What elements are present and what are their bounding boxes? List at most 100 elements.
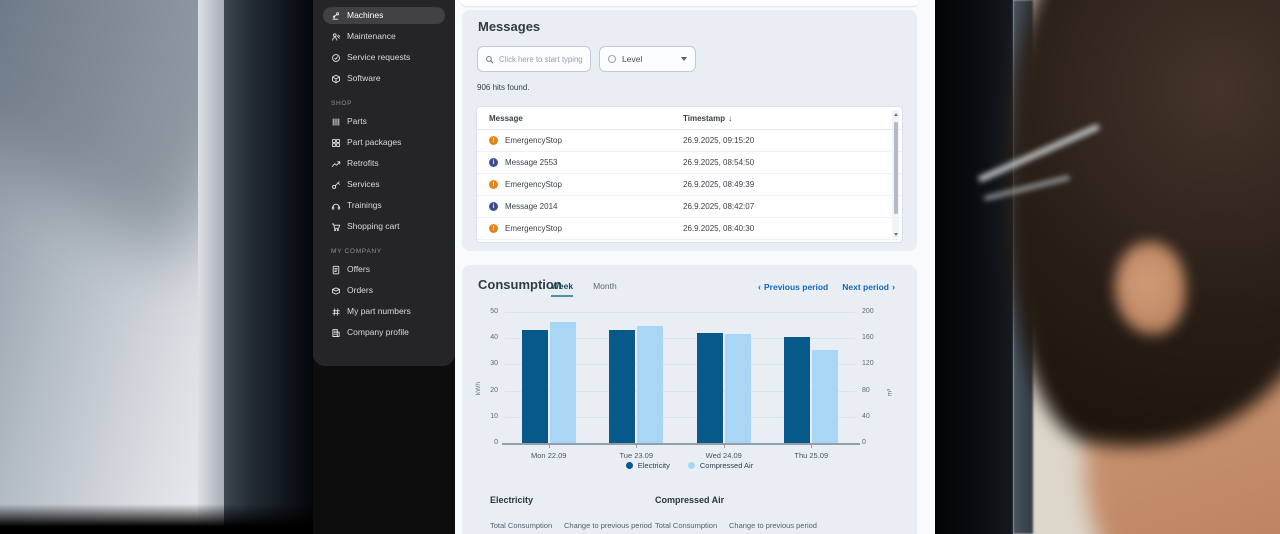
- message-search[interactable]: [477, 46, 591, 72]
- hits-count: 906 hits found.: [477, 83, 529, 92]
- message-text: Message 2553: [505, 158, 557, 167]
- stat-heading: Compressed Air: [655, 495, 855, 505]
- bar-compressed-air: [812, 350, 838, 443]
- left-axis-tick: 40: [470, 334, 498, 341]
- x-axis-tick: [724, 444, 725, 448]
- services-icon: [331, 180, 341, 190]
- timestamp-header-label: Timestamp: [683, 114, 725, 123]
- left-axis-unit: kWh: [475, 382, 482, 395]
- service-requests-icon: [331, 53, 341, 63]
- previous-period-link[interactable]: ‹ Previous period: [758, 282, 828, 292]
- sidebar-item-label: Service requests: [347, 53, 410, 62]
- legend-item-electricity[interactable]: Electricity: [626, 461, 670, 470]
- message-row[interactable]: !EmergencyStop26.9.2025, 08:40:30: [477, 218, 902, 240]
- legend-item-compressed-air[interactable]: Compressed Air: [688, 461, 753, 470]
- sidebar-item-services[interactable]: Services: [323, 176, 445, 193]
- message-row[interactable]: ! EmergencyStop 26.9.2025, 08:49:39: [477, 174, 902, 196]
- tab-week[interactable]: Week: [551, 281, 573, 297]
- timestamp-cell: 26.9.2025, 08:42:07: [683, 202, 754, 211]
- sidebar-item-shopping-cart[interactable]: Shopping cart: [323, 218, 445, 235]
- sidebar-item-trainings[interactable]: Trainings: [323, 197, 445, 214]
- sidebar-item-software[interactable]: Software: [323, 70, 445, 87]
- message-row[interactable]: ! EmergencyStop 26.9.2025, 09:15:20: [477, 130, 902, 152]
- message-row[interactable]: iMessage 201426.9.2025, 08:42:07: [477, 196, 902, 218]
- message-cell: i Message 2553: [477, 158, 683, 167]
- timestamp-cell: 26.9.2025, 09:15:20: [683, 136, 754, 145]
- sidebar-item-my-part-numbers[interactable]: My part numbers: [323, 303, 445, 320]
- search-icon: [485, 55, 494, 64]
- next-period-link[interactable]: Next period ›: [842, 282, 895, 292]
- bar-electricity: [609, 330, 635, 443]
- left-axis-tick: 10: [470, 413, 498, 420]
- offers-icon: [331, 265, 341, 275]
- sidebar-item-offers[interactable]: Offers: [323, 261, 445, 278]
- legend-dot: [626, 462, 633, 469]
- previous-card-edge: [461, 0, 919, 6]
- message-text: EmergencyStop: [505, 224, 562, 233]
- warning-icon: !: [489, 180, 498, 189]
- timestamp-cell: 26.9.2025, 08:54:50: [683, 158, 754, 167]
- sidebar-item-label: Offers: [347, 265, 370, 274]
- sidebar-item-parts[interactable]: Parts: [323, 113, 445, 130]
- messages-title: Messages: [478, 19, 540, 34]
- warning-icon: !: [489, 136, 498, 145]
- table-header-row: Message Timestamp ↓: [477, 107, 902, 130]
- consumption-tabs: Week Month: [551, 281, 617, 297]
- scrollbar-thumb[interactable]: [894, 122, 898, 214]
- info-icon: i: [489, 158, 498, 167]
- bar-electricity: [784, 337, 810, 443]
- bar-electricity: [522, 330, 548, 443]
- parts-icon: [331, 117, 341, 127]
- sidebar-item-service-requests[interactable]: Service requests: [323, 49, 445, 66]
- sidebar-item-machines[interactable]: Machines: [323, 7, 445, 24]
- sidebar: Machines Maintenance Service requests Softw…: [313, 0, 455, 534]
- message-search-input[interactable]: [499, 55, 583, 64]
- x-axis-label: Mon 22.09: [509, 451, 589, 460]
- right-axis-tick: 0: [862, 439, 890, 446]
- message-cell: ! EmergencyStop: [477, 180, 683, 189]
- bar-electricity: [697, 333, 723, 443]
- table-scrollbar[interactable]: [892, 110, 899, 239]
- period-navigation: ‹ Previous period Next period ›: [758, 282, 895, 292]
- message-text: EmergencyStop: [505, 136, 562, 145]
- message-cell: ! EmergencyStop: [477, 224, 683, 233]
- shopping-cart-icon: [331, 222, 341, 232]
- sidebar-item-company-profile[interactable]: Company profile: [323, 324, 445, 341]
- level-filter-dropdown[interactable]: Level: [599, 46, 696, 72]
- sidebar-item-orders[interactable]: Orders: [323, 282, 445, 299]
- sidebar-item-label: Maintenance: [347, 32, 396, 41]
- tab-month[interactable]: Month: [593, 281, 617, 297]
- level-filter-label: Level: [622, 54, 642, 64]
- message-row[interactable]: i Message 2553 26.9.2025, 08:54:50: [477, 152, 902, 174]
- sidebar-item-maintenance[interactable]: Maintenance: [323, 28, 445, 45]
- right-axis-tick: 120: [862, 360, 890, 367]
- chevron-down-icon: [681, 57, 687, 61]
- sidebar-item-label: My part numbers: [347, 307, 411, 316]
- photo-scene: Machines Maintenance Service requests Softw…: [0, 0, 1280, 534]
- machines-icon: [331, 11, 341, 21]
- next-period-label: Next period: [842, 282, 889, 292]
- right-axis-tick: 160: [862, 334, 890, 341]
- chevron-right-icon: ›: [892, 282, 895, 292]
- sidebar-item-label: Parts: [347, 117, 367, 126]
- left-axis-tick: 0: [470, 439, 498, 446]
- trainings-icon: [331, 201, 341, 211]
- table-body: !EmergencyStop26.9.2025, 09:15:20iMessag…: [477, 130, 902, 240]
- retrofits-icon: [331, 159, 341, 169]
- sidebar-item-label: Company profile: [347, 328, 409, 337]
- person-ear: [1115, 242, 1185, 334]
- timestamp-cell: 26.9.2025, 08:49:39: [683, 180, 754, 189]
- sidebar-item-label: Retrofits: [347, 159, 379, 168]
- column-header-message[interactable]: Message: [477, 114, 683, 123]
- sidebar-item-retrofits[interactable]: Retrofits: [323, 155, 445, 172]
- scroll-down-icon[interactable]: [894, 233, 898, 236]
- sidebar-nav: Machines Maintenance Service requests Softw…: [313, 0, 455, 366]
- x-axis-label: Wed 24.09: [684, 451, 764, 460]
- warning-icon: !: [489, 224, 498, 233]
- scroll-up-icon[interactable]: [894, 113, 898, 116]
- sidebar-item-part-packages[interactable]: Part packages: [323, 134, 445, 151]
- sort-descending-icon: ↓: [728, 114, 732, 123]
- column-header-timestamp[interactable]: Timestamp ↓: [683, 114, 732, 123]
- sidebar-item-label: Shopping cart: [347, 222, 399, 231]
- message-text: EmergencyStop: [505, 180, 562, 189]
